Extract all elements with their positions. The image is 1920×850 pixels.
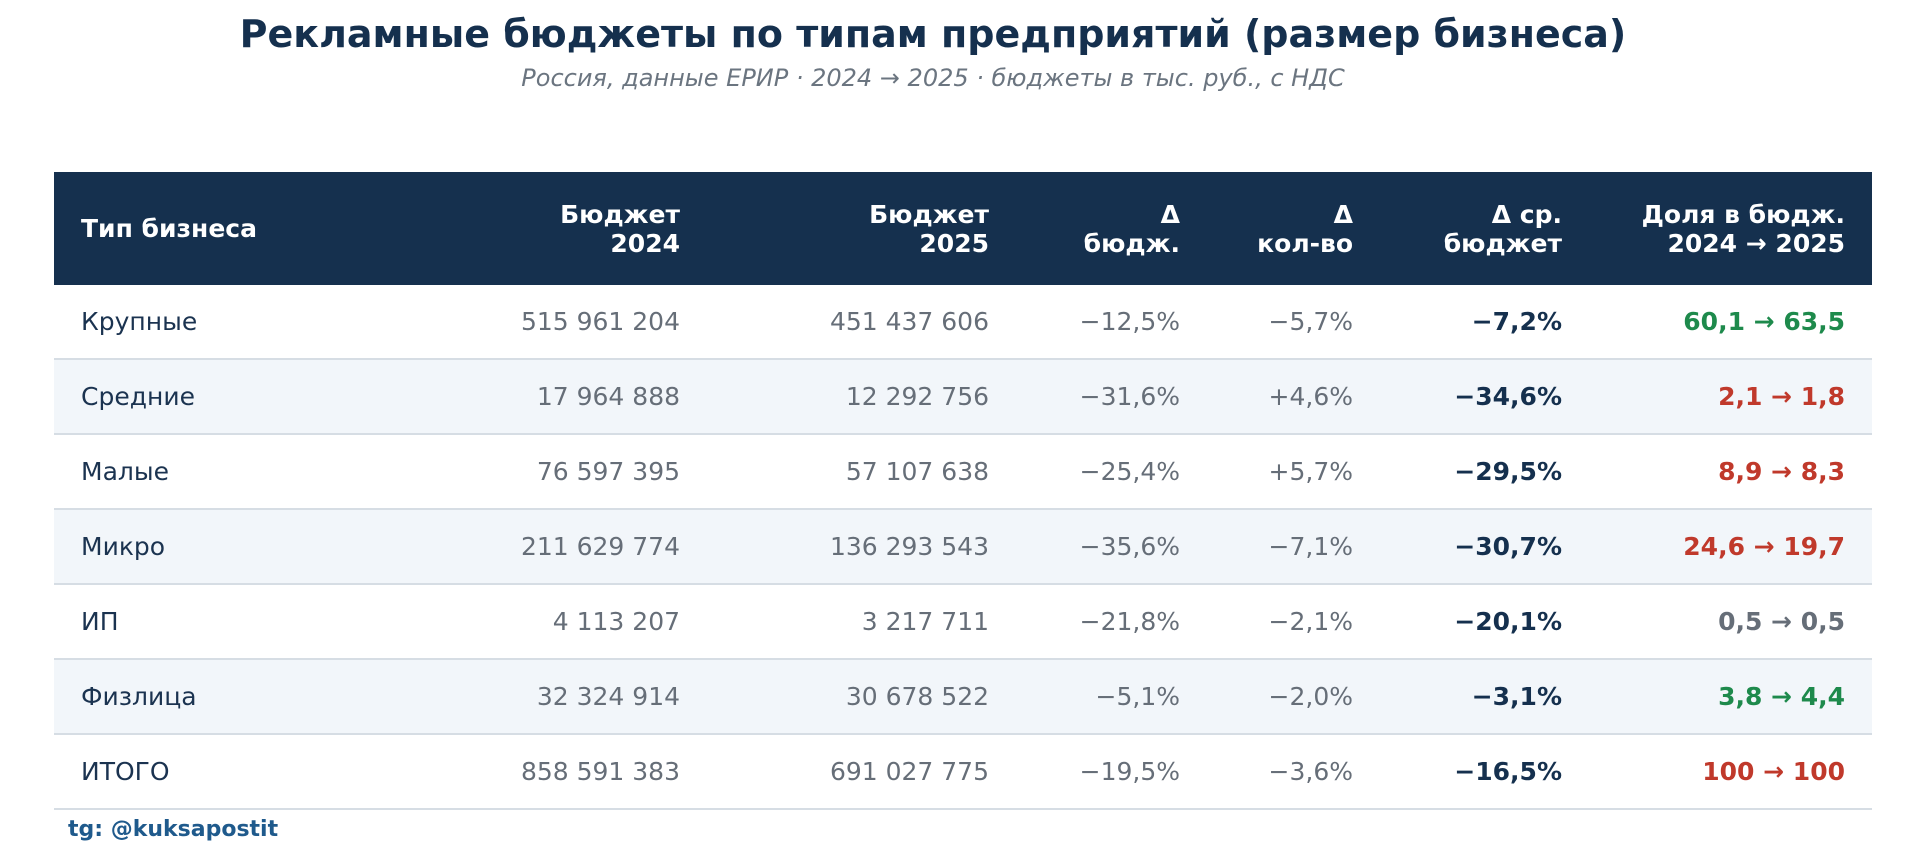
row-budget-2025: 12 292 756	[845, 382, 989, 411]
row-delta-budget: −25,4%	[1079, 457, 1180, 486]
row-budget-share: 8,9 → 8,3	[1718, 457, 1845, 486]
table-row: Физлица 32 324 914 30 678 522 −5,1% −2,0% −3,…	[54, 660, 1872, 735]
row-budget-2024: 4 113 207	[552, 607, 680, 636]
footer-credit: tg: @kuksapostit	[68, 817, 279, 842]
row-business-type: Микро	[81, 532, 166, 561]
row-delta-count: +5,7%	[1268, 457, 1353, 486]
row-delta-count: −2,0%	[1268, 682, 1353, 711]
row-delta-avg-budget: −16,5%	[1454, 757, 1562, 786]
row-delta-count: −3,6%	[1268, 757, 1353, 786]
header-delta-avg-budget: Δ ср. бюджет	[1443, 199, 1562, 258]
row-budget-2025: 30 678 522	[845, 682, 989, 711]
table-body: Крупные 515 961 204 451 437 606 −12,5% −5,7%…	[54, 285, 1872, 810]
row-budget-2025: 691 027 775	[829, 757, 989, 786]
row-budget-2025: 3 217 711	[861, 607, 989, 636]
header-budget-share: Доля в бюдж. 2024 → 2025	[1641, 199, 1845, 258]
table-row: Крупные 515 961 204 451 437 606 −12,5% −5,7%…	[54, 285, 1872, 360]
row-budget-share: 2,1 → 1,8	[1718, 382, 1845, 411]
row-business-type: ИП	[81, 607, 119, 636]
row-delta-count: +4,6%	[1268, 382, 1353, 411]
table-row: Малые 76 597 395 57 107 638 −25,4% +5,7% −29,…	[54, 435, 1872, 510]
header-budget-2024: Бюджет 2024	[560, 199, 680, 258]
row-delta-budget: −35,6%	[1079, 532, 1180, 561]
header-delta-budget: Δ бюдж.	[1083, 199, 1180, 258]
page-title: Рекламные бюджеты по типам предприятий (…	[239, 12, 1627, 56]
row-business-type: Средние	[81, 382, 195, 411]
row-delta-avg-budget: −3,1%	[1471, 682, 1562, 711]
row-delta-avg-budget: −7,2%	[1471, 307, 1562, 336]
row-budget-share: 3,8 → 4,4	[1718, 682, 1845, 711]
row-delta-count: −2,1%	[1268, 607, 1353, 636]
table-row: ИТОГО 858 591 383 691 027 775 −19,5% −3,6% −1…	[54, 735, 1872, 810]
row-business-type: Малые	[81, 457, 169, 486]
row-budget-2025: 136 293 543	[829, 532, 989, 561]
table-row: Микро 211 629 774 136 293 543 −35,6% −7,1% −3…	[54, 510, 1872, 585]
row-budget-share: 60,1 → 63,5	[1683, 307, 1845, 336]
row-delta-avg-budget: −34,6%	[1454, 382, 1562, 411]
table-row: Средние 17 964 888 12 292 756 −31,6% +4,6% −3…	[54, 360, 1872, 435]
row-business-type: Физлица	[81, 682, 197, 711]
row-delta-budget: −31,6%	[1079, 382, 1180, 411]
row-delta-budget: −19,5%	[1079, 757, 1180, 786]
row-business-type: ИТОГО	[81, 757, 170, 786]
row-budget-2025: 451 437 606	[829, 307, 989, 336]
page-subtitle: Россия, данные ЕРИР · 2024 → 2025 · бюдж…	[521, 64, 1345, 92]
row-delta-avg-budget: −29,5%	[1454, 457, 1562, 486]
row-delta-avg-budget: −30,7%	[1454, 532, 1562, 561]
row-budget-2024: 17 964 888	[536, 382, 680, 411]
table-row: ИП 4 113 207 3 217 711 −21,8% −2,1% −20,1% 0,5…	[54, 585, 1872, 660]
row-delta-avg-budget: −20,1%	[1454, 607, 1562, 636]
row-budget-share: 100 → 100	[1702, 757, 1845, 786]
row-budget-2024: 211 629 774	[520, 532, 680, 561]
header-delta-count: Δ кол-во	[1257, 199, 1353, 258]
budget-table: Тип бизнеса Бюджет 2024 Бюджет 2025 Δ бю…	[54, 172, 1872, 810]
row-budget-share: 0,5 → 0,5	[1718, 607, 1845, 636]
row-budget-2025: 57 107 638	[845, 457, 989, 486]
row-business-type: Крупные	[81, 307, 198, 336]
header-business-type: Тип бизнеса	[81, 214, 257, 243]
row-budget-2024: 76 597 395	[536, 457, 680, 486]
row-budget-2024: 515 961 204	[520, 307, 680, 336]
row-budget-2024: 32 324 914	[536, 682, 680, 711]
row-budget-share: 24,6 → 19,7	[1683, 532, 1845, 561]
row-delta-budget: −21,8%	[1079, 607, 1180, 636]
row-budget-2024: 858 591 383	[520, 757, 680, 786]
table-header: Тип бизнеса Бюджет 2024 Бюджет 2025 Δ бю…	[54, 172, 1872, 285]
row-delta-count: −7,1%	[1268, 532, 1353, 561]
row-delta-budget: −5,1%	[1095, 682, 1180, 711]
row-delta-budget: −12,5%	[1079, 307, 1180, 336]
row-delta-count: −5,7%	[1268, 307, 1353, 336]
header-budget-2025: Бюджет 2025	[869, 199, 989, 258]
